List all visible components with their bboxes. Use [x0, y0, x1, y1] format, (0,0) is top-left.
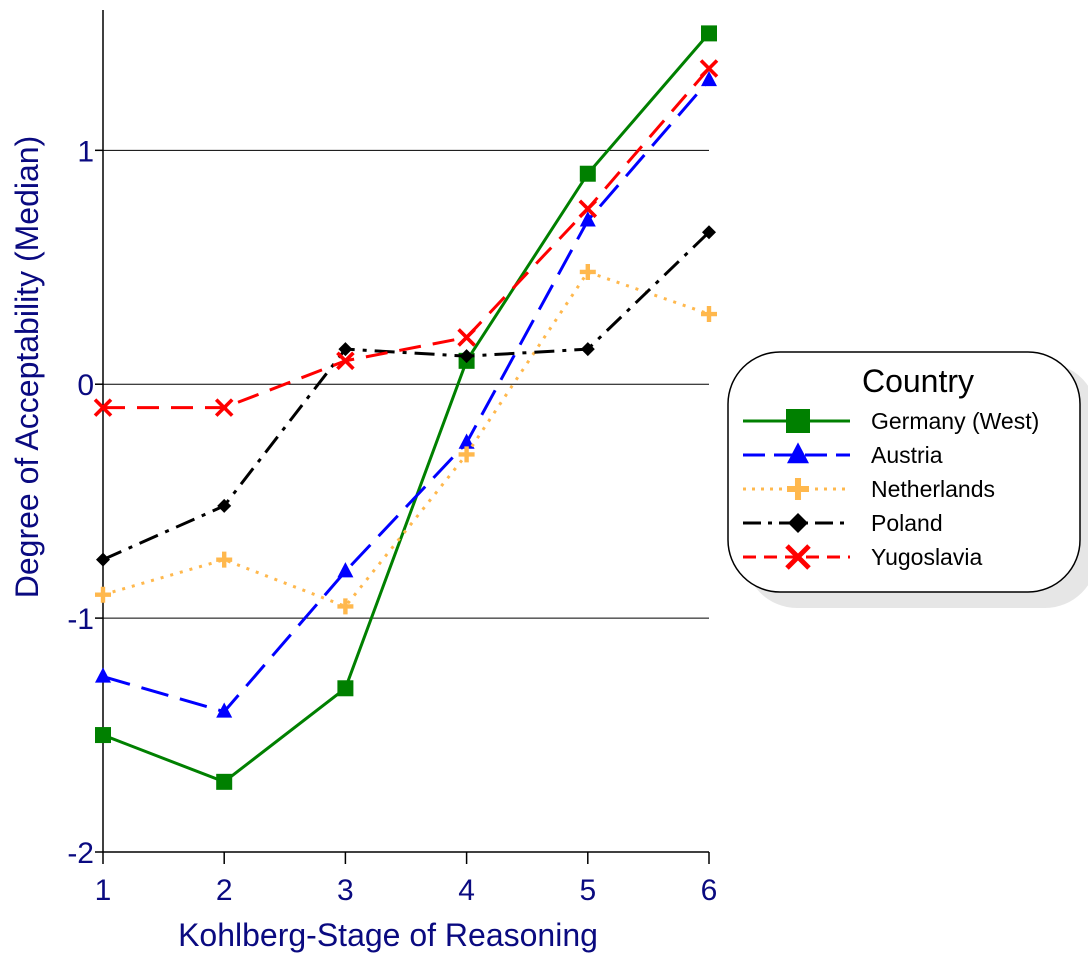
x-tick-label-5: 5	[579, 874, 596, 907]
y-tick-label-0: 0	[77, 369, 94, 402]
legend-title: Country	[862, 363, 974, 399]
series-line-netherlands	[102, 270, 710, 609]
series-group	[93, 25, 719, 790]
data-point-germany-west-6	[701, 25, 717, 42]
x-tick-label-2: 2	[216, 874, 233, 907]
x-axis-title: Kohlberg-Stage of Reasoning	[178, 917, 598, 953]
legend-marker-austria	[787, 442, 809, 464]
legend-item-yugoslavia: Yugoslavia	[743, 544, 982, 570]
data-point-germany-west-5	[579, 165, 596, 182]
data-point-netherlands-1	[95, 586, 111, 603]
series-netherlands	[95, 263, 717, 615]
data-point-netherlands-2	[216, 551, 233, 568]
legend-box	[727, 351, 1081, 593]
tick-labels: 1 2 3 4 5 6 -2 -1 0 1	[67, 135, 717, 907]
data-point-poland-2	[217, 498, 232, 513]
legend-label-yugoslavia: Yugoslavia	[871, 544, 982, 570]
x-tick-label-1: 1	[95, 874, 112, 907]
data-point-austria-1	[95, 667, 111, 683]
legend-item-austria: Austria	[743, 442, 943, 468]
series-line-poland	[102, 231, 711, 562]
data-point-yugoslavia-4	[457, 328, 476, 347]
y-axis-title: Degree of Acceptability (Median)	[9, 136, 45, 598]
series-poland	[96, 225, 716, 567]
data-point-netherlands-3	[337, 598, 354, 615]
legend: Country Germany (West) Austria Netherlands…	[727, 351, 1088, 608]
x-tick-label-6: 6	[701, 874, 718, 907]
legend-marker-yugoslavia	[785, 544, 811, 570]
legend-item-poland: Poland	[743, 510, 943, 536]
data-point-poland-1	[96, 552, 110, 567]
data-point-yugoslavia-5	[578, 199, 598, 219]
data-point-netherlands-5	[579, 263, 596, 280]
series-austria	[95, 70, 717, 718]
data-point-yugoslavia-3	[336, 351, 355, 371]
data-point-poland-5	[580, 342, 595, 357]
data-point-austria-4	[458, 433, 475, 449]
series-line-yugoslavia	[103, 67, 711, 410]
data-point-yugoslavia-6	[699, 59, 719, 78]
data-point-netherlands-6	[701, 306, 717, 323]
data-point-austria-5	[579, 211, 596, 227]
axes	[102, 10, 709, 853]
data-point-yugoslavia-1	[93, 398, 113, 417]
data-point-germany-west-3	[337, 680, 354, 697]
y-tick-label-1: 1	[77, 135, 94, 168]
legend-marker-poland	[788, 513, 808, 533]
legend-label-germany-west: Germany (West)	[871, 408, 1039, 434]
data-point-austria-2	[216, 702, 233, 718]
legend-label-poland: Poland	[871, 510, 943, 536]
legend-label-austria: Austria	[871, 442, 943, 468]
legend-item-netherlands: Netherlands	[743, 476, 995, 502]
grid-lines	[103, 149, 709, 619]
data-point-poland-4	[459, 349, 474, 364]
series-line-germany-west	[102, 32, 711, 784]
legend-marker-netherlands	[787, 478, 809, 500]
legend-marker-germany-west	[786, 409, 810, 433]
data-point-austria-6	[701, 70, 717, 87]
series-yugoslavia	[93, 59, 719, 417]
series-line-austria	[102, 79, 711, 714]
data-point-austria-3	[337, 562, 354, 578]
data-point-netherlands-4	[458, 446, 475, 463]
x-tick-label-3: 3	[337, 874, 354, 907]
legend-label-netherlands: Netherlands	[871, 476, 995, 502]
y-tick-label-2: -2	[67, 837, 94, 870]
x-tick-label-4: 4	[458, 874, 475, 907]
legend-item-germany-west: Germany (West)	[743, 408, 1039, 434]
data-point-poland-3	[338, 342, 353, 357]
legend-items: Germany (West) Austria Netherlands Poland Yu…	[743, 408, 1039, 570]
y-tick-label-1: -1	[67, 603, 94, 636]
data-point-poland-6	[702, 225, 716, 240]
data-point-germany-west-2	[216, 773, 233, 790]
data-point-germany-west-1	[95, 727, 111, 744]
data-point-yugoslavia-2	[214, 398, 234, 417]
